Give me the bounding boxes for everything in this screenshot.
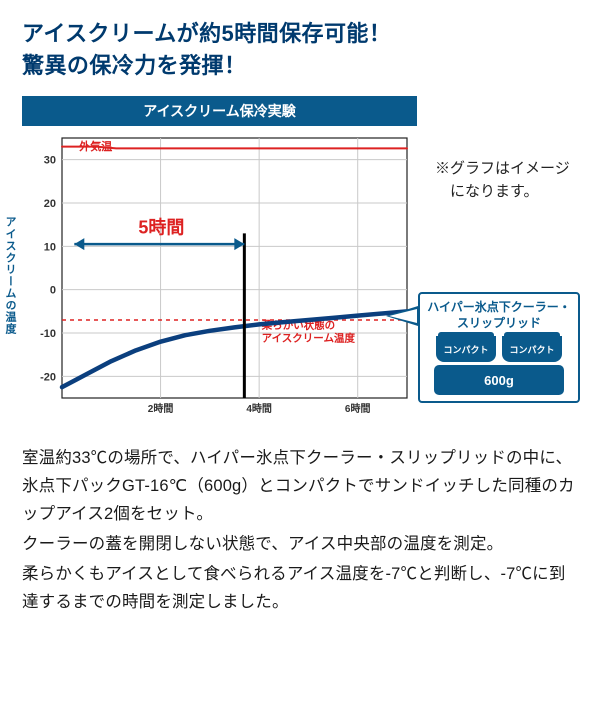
svg-text:20: 20 [44,198,56,210]
pack-bar-label: 600g [484,373,514,388]
svg-text:-10: -10 [40,328,56,340]
chart-note-l1: ※グラフはイメージ [435,160,570,177]
legend-box: ハイパー氷点下クーラー・ スリップリッド コンパクト コンパクト 600g [418,292,580,403]
chart-title: アイスクリーム保冷実験 [22,96,417,126]
headline: アイスクリームが約5時間保存可能！ 驚異の保冷力を発揮！ [22,18,578,82]
legend-title-l1: ハイパー氷点下クーラー・ [427,300,571,314]
headline-line1: アイスクリームが約5時間保存可能！ [22,21,391,46]
compact-icon: コンパクト [502,336,562,362]
compact-label: コンパクト [443,343,488,356]
body-p1: 室温約33℃の場所で、ハイパー氷点下クーラー・スリップリッドの中に、氷点下パック… [22,444,578,528]
svg-text:-20: -20 [40,371,56,383]
legend-title: ハイパー氷点下クーラー・ スリップリッド [426,300,572,331]
compact-lid-icon [504,332,560,339]
chart-note-l2: になります。 [435,183,539,200]
svg-text:2時間: 2時間 [148,402,174,415]
legend-icons: コンパクト コンパクト 600g [426,336,572,395]
svg-text:5時間: 5時間 [138,217,184,237]
chart-container: アイスクリームの温度 3020100-10-202時間4時間6時間柔らかい状態の… [22,126,417,426]
body-p2: クーラーの蓋を開閉しない状態で、アイス中央部の温度を測定。 [22,530,578,558]
chart-note: ※グラフはイメージ になります。 [435,158,570,203]
svg-text:30: 30 [44,154,56,166]
svg-text:アイスクリーム温度: アイスクリーム温度 [262,331,356,344]
legend-title-l2: スリップリッド [457,316,541,330]
compact-icon: コンパクト [436,336,496,362]
legend-compact-row: コンパクト コンパクト [436,336,562,362]
svg-text:6時間: 6時間 [345,402,371,415]
compact-lid-icon [438,332,494,339]
body-copy: 室温約33℃の場所で、ハイパー氷点下クーラー・スリップリッドの中に、氷点下パック… [22,444,578,616]
svg-text:0: 0 [50,284,56,296]
compact-label: コンパクト [509,343,554,356]
svg-text:4時間: 4時間 [246,402,272,415]
legend-pointer-icon [386,306,418,326]
y-axis-label: アイスクリームの温度 [2,216,18,335]
chart-svg: 3020100-10-202時間4時間6時間柔らかい状態のアイスクリーム温度外気… [22,126,417,426]
pack-bar-icon: 600g [434,365,564,395]
headline-line2: 驚異の保冷力を発揮！ [22,53,246,78]
svg-text:外気温: 外気温 [78,139,112,153]
body-p3: 柔らかくもアイスとして食べられるアイス温度を-7℃と判断し、-7℃に到達するまで… [22,560,578,616]
svg-text:10: 10 [44,241,56,253]
